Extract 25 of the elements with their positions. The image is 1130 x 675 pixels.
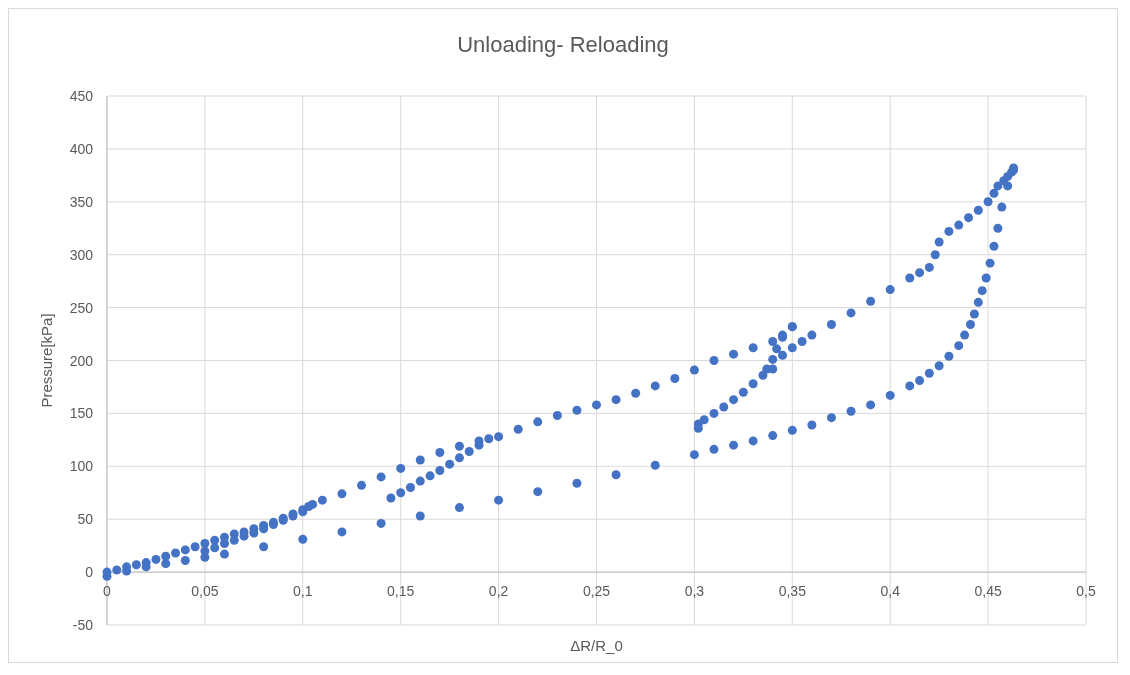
y-tick-label: 0 <box>85 564 94 581</box>
y-tick-label: 450 <box>69 88 94 104</box>
x-tick-label: 0,2 <box>488 583 509 600</box>
y-tick-label: 400 <box>69 140 94 157</box>
y-tick-label: 50 <box>77 511 94 528</box>
y-axis-title: Pressure[kPa] <box>38 313 55 408</box>
x-tick-label: 0,25 <box>582 583 611 600</box>
x-tick-label: 0,1 <box>293 583 313 600</box>
x-tick-label: 0 <box>103 583 112 600</box>
x-tick-label: 0,5 <box>1076 583 1096 600</box>
x-tick-label: 0,15 <box>387 583 415 600</box>
x-tick-label: 0,45 <box>974 583 1002 600</box>
y-tick-label: 200 <box>69 352 94 369</box>
x-tick-label: 0,05 <box>191 583 219 600</box>
y-tick-label: 250 <box>69 299 94 316</box>
y-tick-label: -50 <box>72 617 94 633</box>
y-tick-label: 350 <box>69 193 94 210</box>
x-axis-title: ΔR/R_0 <box>570 637 623 654</box>
y-tick-label: 100 <box>69 458 94 475</box>
y-tick-label: 300 <box>69 246 94 263</box>
x-tick-label: 0,4 <box>880 583 901 600</box>
x-tick-label: 0,35 <box>778 583 807 600</box>
y-tick-label: 150 <box>69 405 94 422</box>
chart-title: Unloading- Reloading <box>457 32 669 57</box>
x-tick-label: 0,3 <box>684 583 705 600</box>
